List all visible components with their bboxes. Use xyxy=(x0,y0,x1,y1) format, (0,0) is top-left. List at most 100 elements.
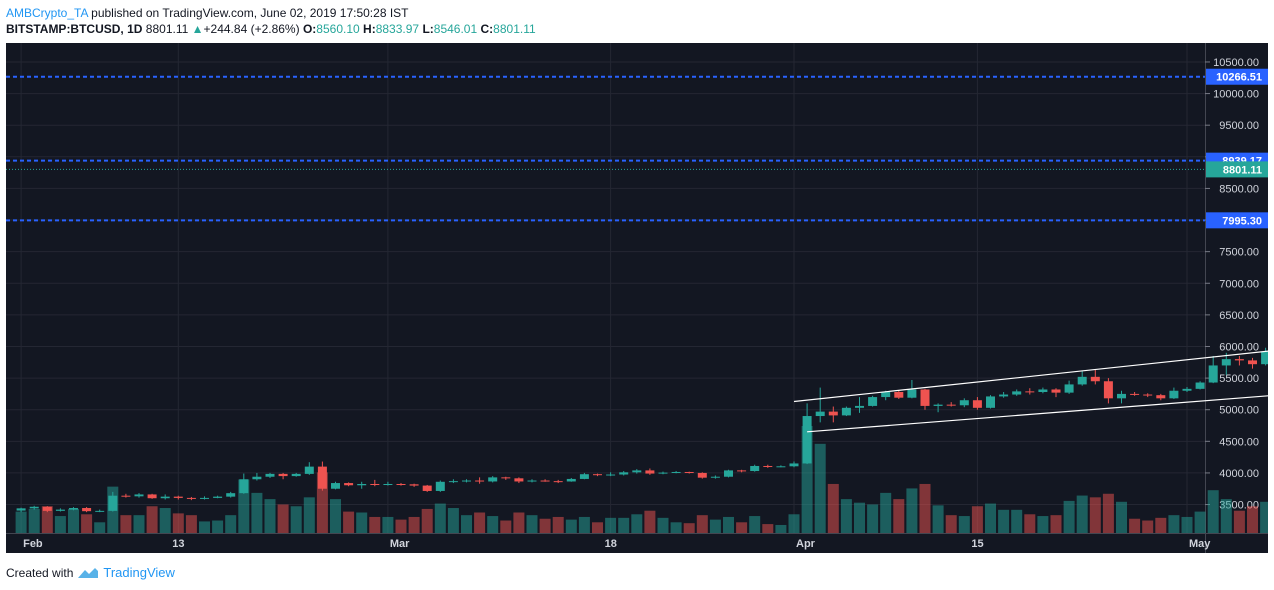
volume-bar xyxy=(762,524,774,533)
candle-body xyxy=(1156,395,1166,399)
candle-body xyxy=(1025,391,1035,393)
volume-bar xyxy=(146,506,158,533)
volume-bar xyxy=(1260,501,1272,533)
volume-bar xyxy=(1142,520,1154,533)
y-tick-label: 4500.00 xyxy=(1219,436,1259,448)
author-link[interactable]: AMBCrypto_TA xyxy=(6,6,88,20)
volume-bar xyxy=(1089,497,1101,533)
candle-body xyxy=(855,405,864,408)
candle-body xyxy=(160,496,170,499)
volume-bar xyxy=(736,522,748,533)
candle-body xyxy=(82,508,92,512)
volume-bar xyxy=(644,510,656,533)
candle-body xyxy=(737,470,747,472)
candle-body xyxy=(409,484,419,486)
volume-bar xyxy=(94,522,106,533)
candle-body xyxy=(881,392,891,398)
volume-bar xyxy=(1063,500,1075,533)
volume-bar xyxy=(971,506,983,533)
tradingview-logo-icon xyxy=(78,567,99,578)
volume-bar xyxy=(1207,490,1219,533)
candle-body xyxy=(42,506,52,511)
change-value: +244.84 (+2.86%) xyxy=(203,22,300,36)
open-label: O: xyxy=(302,22,317,36)
volume-bar xyxy=(880,492,892,533)
volume-bar xyxy=(1168,515,1180,533)
candle-body xyxy=(972,400,982,408)
volume-bar xyxy=(434,503,446,533)
volume-bar xyxy=(290,506,302,533)
volume-bar xyxy=(500,520,512,533)
candle-body xyxy=(121,495,131,497)
candle-body xyxy=(448,481,458,483)
candle-body xyxy=(724,470,733,477)
volume-bar xyxy=(447,508,459,533)
volume-bar xyxy=(369,516,381,533)
volume-bar xyxy=(814,443,826,533)
candle-body xyxy=(173,496,183,498)
low-value: 8546.01 xyxy=(433,22,478,36)
candle-body xyxy=(527,480,537,482)
volume-bar xyxy=(28,508,40,533)
candle-body xyxy=(566,478,576,482)
candle-body xyxy=(331,483,340,489)
volume-bar xyxy=(225,515,237,533)
candle-body xyxy=(959,400,969,406)
volume-bar xyxy=(1194,511,1206,533)
y-tick-label: 5000.00 xyxy=(1219,405,1259,417)
chart-svg[interactable]: 3500.004000.004500.005000.005500.006000.… xyxy=(6,43,1274,553)
candle-body xyxy=(1012,391,1022,395)
candle-body xyxy=(1077,376,1087,385)
price-axis-border xyxy=(1205,43,1206,553)
volume-bar xyxy=(238,479,250,533)
candle-body xyxy=(213,496,223,498)
x-tick-label: 15 xyxy=(971,538,983,550)
volume-bar xyxy=(958,516,970,533)
candle-body xyxy=(1090,376,1100,382)
candle-body xyxy=(553,481,563,483)
volume-bar xyxy=(683,523,695,533)
candle-body xyxy=(1195,382,1205,389)
candle-body xyxy=(69,508,78,510)
candle-body xyxy=(920,389,930,406)
volume-bar xyxy=(867,504,879,533)
price-chart[interactable]: 3500.00 4000.00 4500.00 5000.00 5500.00 6000.… xyxy=(6,43,1274,553)
volume-bar xyxy=(264,499,276,533)
volume-bar xyxy=(985,503,996,533)
candle-body xyxy=(540,480,550,482)
volume-bar xyxy=(631,514,643,533)
volume-bar xyxy=(618,517,630,533)
candle-body xyxy=(658,472,668,474)
y-tick-label: 7500.00 xyxy=(1219,247,1259,259)
candle-body xyxy=(606,474,616,476)
candle-body xyxy=(488,477,498,482)
last-price: 8801.11 xyxy=(145,22,189,36)
volume-bar xyxy=(1233,510,1245,533)
volume-bar xyxy=(1181,516,1193,533)
ohlc-line: BITSTAMP:BTCUSD, 1D 8801.11 ▲+244.84 (+2… xyxy=(6,22,536,36)
x-tick-label: May xyxy=(1189,538,1211,550)
trendline xyxy=(807,394,1274,433)
volume-bar xyxy=(1037,516,1049,533)
volume-bar xyxy=(41,506,53,533)
volume-bar xyxy=(1129,518,1141,533)
candle-body xyxy=(1248,360,1257,365)
candle-body xyxy=(357,484,367,486)
close-label: C: xyxy=(480,22,494,36)
tradingview-brand-link[interactable]: TradingView xyxy=(103,565,175,580)
y-tick-label: 6000.00 xyxy=(1219,341,1259,353)
volume-bar xyxy=(775,524,787,533)
x-tick-label: Apr xyxy=(796,538,816,550)
candle-body xyxy=(763,465,773,467)
volume-bar xyxy=(906,488,918,533)
volume-bar xyxy=(408,516,420,533)
candle-body xyxy=(29,506,39,509)
candle-body xyxy=(501,477,511,479)
candle-body xyxy=(422,485,432,491)
price-level-label-bg xyxy=(1206,68,1268,85)
y-tick-label: 7000.00 xyxy=(1219,278,1259,290)
volume-bar xyxy=(827,483,839,533)
price-level-label: 10266.51 xyxy=(1216,72,1262,84)
candle-body xyxy=(265,473,275,477)
candle-body xyxy=(579,474,589,479)
